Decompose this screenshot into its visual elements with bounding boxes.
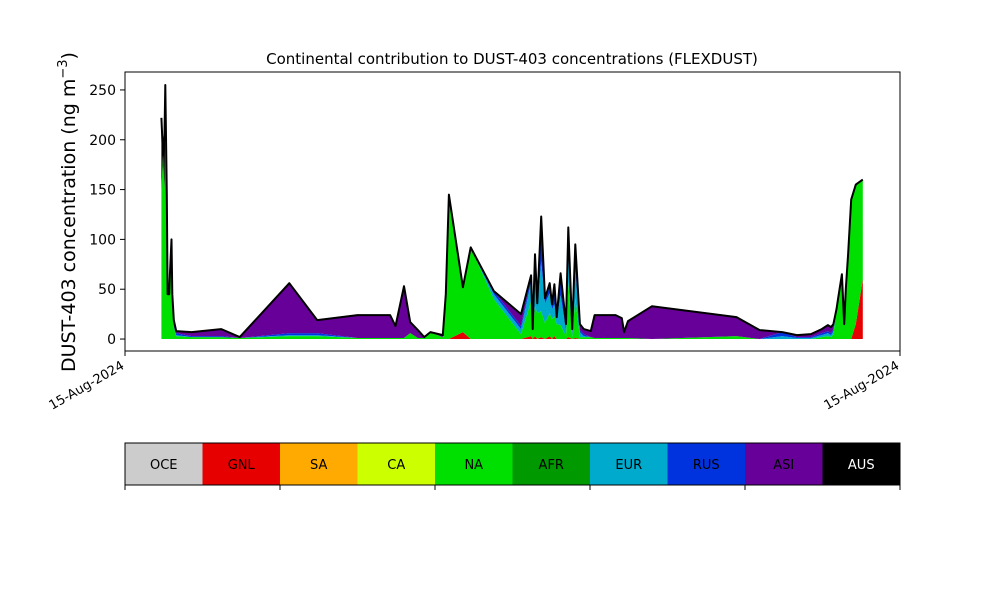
y-axis-label-sup: −3	[56, 59, 71, 78]
y-axis: 0 50 100 150 200 250	[89, 83, 125, 348]
legend-swatch-eur	[590, 443, 668, 485]
legend-label-na: NA	[464, 458, 483, 473]
legend-swatch-rus	[667, 443, 745, 485]
legend-label-afr: AFR	[539, 458, 564, 473]
legend-label-rus: RUS	[693, 458, 720, 473]
legend-label-sa: SA	[310, 458, 327, 473]
area-series-group	[161, 85, 863, 339]
plot-frame	[124, 71, 901, 352]
legend-swatch-ca	[357, 443, 435, 485]
legend-label-eur: EUR	[615, 458, 642, 473]
legend-swatch-oce	[125, 443, 203, 485]
area-aus	[161, 85, 863, 338]
legend-label-ca: CA	[387, 458, 405, 473]
y-tick-label: 100	[89, 232, 116, 248]
legend-frame	[124, 442, 901, 486]
legend-swatch-aus	[822, 443, 900, 485]
y-tick-label: 250	[89, 83, 116, 99]
y-tick-label: 0	[107, 332, 116, 348]
legend-swatch-sa	[280, 443, 358, 485]
total-line	[160, 84, 864, 339]
chart-title: Continental contribution to DUST-403 con…	[266, 50, 758, 68]
y-tick-label: 200	[89, 133, 116, 149]
y-axis-label: DUST-403 concentration (ng m−3)	[56, 52, 80, 372]
x-axis: 15-Aug-2024 15-Aug-2024	[47, 351, 902, 414]
legend-swatch-na	[435, 443, 513, 485]
legend-label-asi: ASI	[773, 458, 794, 473]
legend-label-oce: OCE	[150, 458, 178, 473]
legend-swatch-gnl	[202, 443, 280, 485]
legend-label-aus: AUS	[848, 458, 875, 473]
x-tick-label: 15-Aug-2024	[822, 358, 902, 413]
y-axis-label-main: DUST-403 concentration (ng m	[58, 79, 80, 372]
legend-colorbar: OCE GNL SA CA NA AFR EUR RUS ASI AUS	[124, 442, 901, 490]
y-tick-label: 50	[98, 282, 116, 298]
y-tick-label: 150	[89, 183, 116, 199]
legend-swatch-afr	[512, 443, 590, 485]
y-axis-label-close: )	[58, 52, 80, 59]
legend-label-gnl: GNL	[228, 458, 256, 473]
legend-swatch-asi	[745, 443, 823, 485]
